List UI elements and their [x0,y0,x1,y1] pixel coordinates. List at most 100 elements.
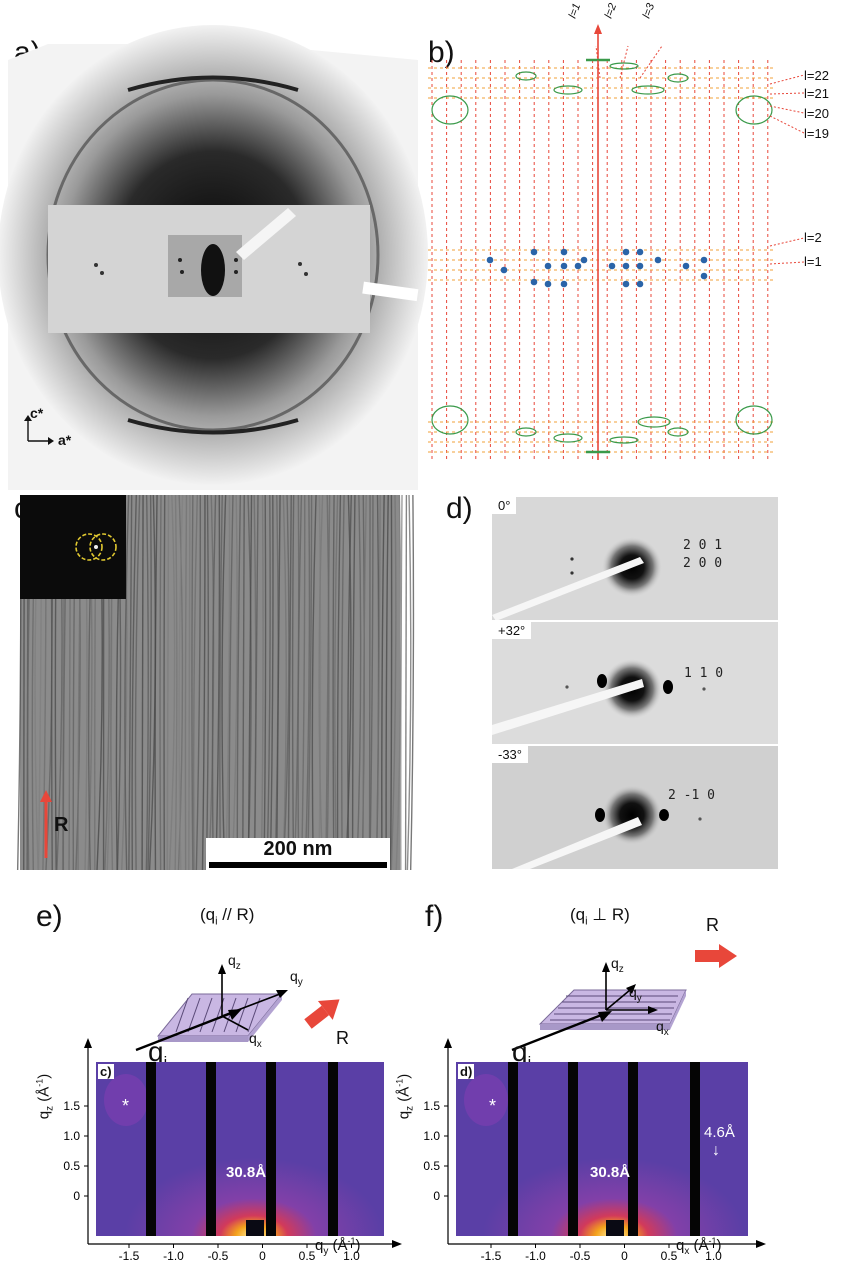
lattice-fringe [147,494,152,871]
lattice-fringe [409,494,415,871]
lattice-fringe [188,494,191,871]
panel-b-label-mid-l2: l=2 [804,230,822,245]
detector-gap [206,1062,216,1236]
panel-d-label: d) [446,492,473,525]
detector-gap [328,1062,338,1236]
lattice-fringe [291,494,295,871]
lattice-fringe [221,494,227,871]
lattice-spot [580,256,588,264]
lattice-fringe [368,494,371,871]
panel-b-top-leaders [595,45,663,79]
lattice-fringe [205,494,210,871]
panel-c-scale-bar-label: 200 nm [263,838,333,860]
lattice-fringe [282,494,287,871]
y-tick-label: 1.5 [423,1099,440,1113]
lattice-spot [636,248,644,256]
lattice-fringe [385,494,389,871]
x-tick-label: -0.5 [570,1249,591,1262]
lattice-spot [544,280,552,288]
lattice-fringe [134,494,141,871]
lattice-spot [486,256,494,264]
lattice-fringe [145,494,149,871]
lattice-fringe [356,494,362,871]
y-tick-label: 0 [433,1189,440,1203]
panel-c-scale-bar [209,862,387,868]
lattice-ellipse [431,405,469,435]
lattice-fringe [404,494,408,871]
lattice-fringe [369,494,374,871]
y-tick-label: 0 [73,1189,80,1203]
lattice-fringe [195,494,202,871]
lattice-spot [560,262,568,270]
panel-f-map [456,1062,748,1236]
lattice-ellipse [553,85,583,95]
panel-c-fft-inset [20,495,126,599]
lattice-spot [654,256,662,264]
lattice-fringe [287,494,292,871]
lattice-fringe [159,494,162,871]
panel-d-angle-0: 0° [492,497,517,514]
lattice-spot [622,248,630,256]
lattice-fringe [192,494,199,871]
detector-gap [568,1062,578,1236]
x-tick-label: 0 [621,1249,628,1262]
panel-f-condition: (qi ⊥ R) [570,905,630,928]
x-tick-label: 0 [259,1249,266,1262]
lattice-spot [560,248,568,256]
panel-d-reflection-200: 2 0 0 [683,556,723,571]
lattice-fringe [325,494,331,871]
lattice-fringe [228,494,234,871]
panel-f-extra-label: 4.6Å [704,1124,735,1141]
lattice-spot [544,262,552,270]
panel-b-label-l22: l=22 [804,68,829,83]
lattice-fringe [389,494,393,871]
lattice-fringe [332,494,335,871]
panel-f-y-axis-label: qz (Å-1) [394,1073,416,1120]
lattice-ellipse [609,62,639,70]
panel-a-diffraction [0,25,428,490]
lattice-fringe [400,494,403,871]
lattice-ellipse [637,416,671,428]
lattice-fringe [306,494,313,871]
lattice-fringe [121,494,128,871]
x-tick-label: -1.5 [481,1249,502,1262]
lattice-fringe [168,494,176,871]
panel-e-qz: qz [228,952,241,972]
lattice-fringe [215,494,221,871]
panel-f-qx: qx [656,1018,669,1038]
lattice-fringe [351,494,356,871]
lattice-fringe [318,494,322,871]
panel-b-label-l19: l=19 [804,126,829,141]
detector-gap [690,1062,700,1236]
lattice-ellipse [735,95,773,125]
panel-e-R: R [336,1028,349,1048]
lattice-fringe [247,494,253,871]
y-axis-arrow [84,1038,92,1048]
lattice-ellipse [553,433,583,443]
panel-a-astar: a* [58,432,72,448]
lattice-fringe [124,494,130,871]
lattice-fringe [375,494,381,871]
beamstop [246,1220,264,1236]
detector-gap [266,1062,276,1236]
lattice-spot [500,266,508,274]
panel-e-map [96,1062,384,1236]
lattice-fringe [174,494,178,871]
panel-f-peak-label: 30.8Å [590,1164,631,1181]
panel-b-label-l21: l=21 [804,86,829,101]
lattice-ellipse [667,73,689,83]
lattice-spot [700,256,708,264]
lattice-center-arrow [594,24,602,34]
lattice-fringe [311,494,317,871]
lattice-spot [560,280,568,288]
x-tick-label: -0.5 [208,1249,229,1262]
panel-b-label-l20: l=20 [804,106,829,121]
x-axis-arrow [756,1240,766,1248]
lattice-spot [700,272,708,280]
lattice-fringe [406,494,412,871]
lattice-fringe [141,494,144,871]
panel-b-label-mid-l1: l=1 [804,254,822,269]
lattice-spot [636,280,644,288]
lattice-fringe [219,494,223,871]
lattice-fringe [242,494,245,871]
